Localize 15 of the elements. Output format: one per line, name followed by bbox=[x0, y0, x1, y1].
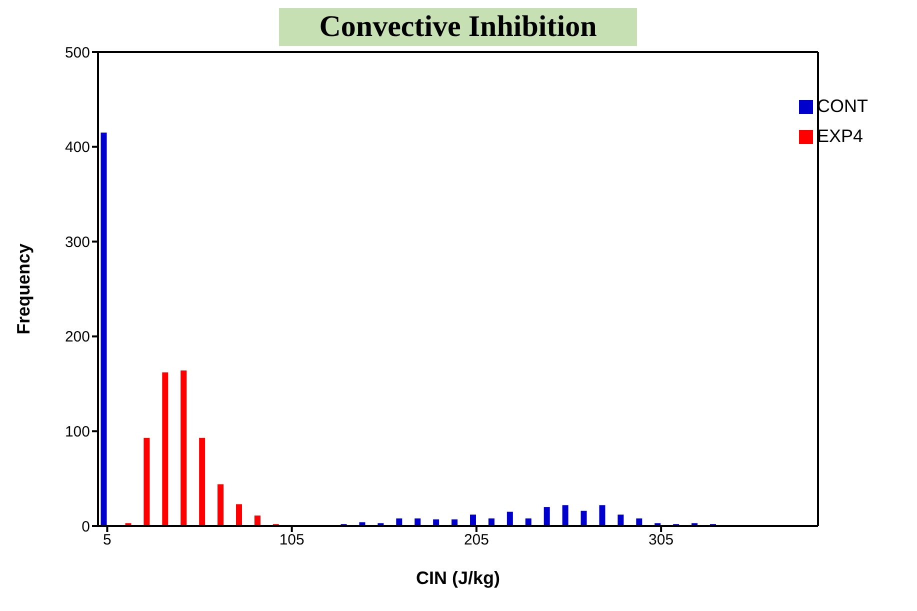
x-tick-label: 305 bbox=[648, 532, 674, 549]
y-tick-label: 0 bbox=[82, 518, 90, 536]
y-tick-label: 400 bbox=[64, 139, 90, 156]
y-tick-label: 500 bbox=[64, 44, 90, 62]
y-tick-label: 100 bbox=[64, 424, 90, 441]
x-tick-label: 105 bbox=[279, 532, 304, 549]
y-axis-title: Frequency bbox=[13, 243, 34, 335]
chart-title: Convective Inhibition bbox=[279, 8, 637, 46]
legend-label: CONT bbox=[817, 96, 868, 116]
x-axis-title: CIN (J/kg) bbox=[416, 568, 500, 588]
x-tick-label: 205 bbox=[464, 532, 489, 549]
legend-label: EXP4 bbox=[817, 126, 864, 146]
x-tick-label: 5 bbox=[103, 532, 112, 549]
y-tick-label: 300 bbox=[64, 234, 90, 251]
y-tick-label: 200 bbox=[64, 328, 90, 346]
